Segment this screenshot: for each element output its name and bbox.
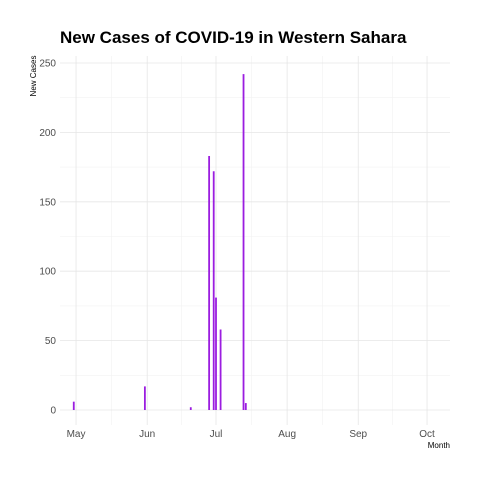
y-tick-label: 200 <box>39 128 56 139</box>
y-axis-label: New Cases <box>29 56 38 97</box>
bar <box>215 297 217 410</box>
bars <box>72 74 247 410</box>
y-tick-label: 0 <box>50 406 56 417</box>
bar <box>143 386 146 410</box>
bar <box>244 403 247 410</box>
chart-title: New Cases of COVID-19 in Western Sahara <box>60 28 407 47</box>
x-tick-label: Jun <box>139 429 155 440</box>
y-tick-labels: 0 50 100 150 200 250 <box>39 59 56 417</box>
grid <box>60 56 450 425</box>
x-tick-label: Sep <box>349 429 367 440</box>
bar <box>208 155 211 410</box>
x-tick-label: Jul <box>210 429 223 440</box>
x-tick-labels: May Jun Jul Aug Sep Oct <box>67 429 435 440</box>
y-tick-label: 100 <box>39 267 56 278</box>
bar <box>189 407 192 410</box>
x-axis-label: Month <box>428 441 450 450</box>
bar <box>212 171 215 410</box>
y-tick-label: 50 <box>45 336 57 347</box>
y-tick-label: 150 <box>39 197 56 208</box>
y-tick-label: 250 <box>39 59 56 70</box>
bar <box>219 329 222 410</box>
x-tick-label: Oct <box>419 429 435 440</box>
x-tick-label: May <box>67 429 86 440</box>
bar <box>242 74 245 410</box>
x-tick-label: Aug <box>278 429 296 440</box>
bar <box>72 401 75 410</box>
